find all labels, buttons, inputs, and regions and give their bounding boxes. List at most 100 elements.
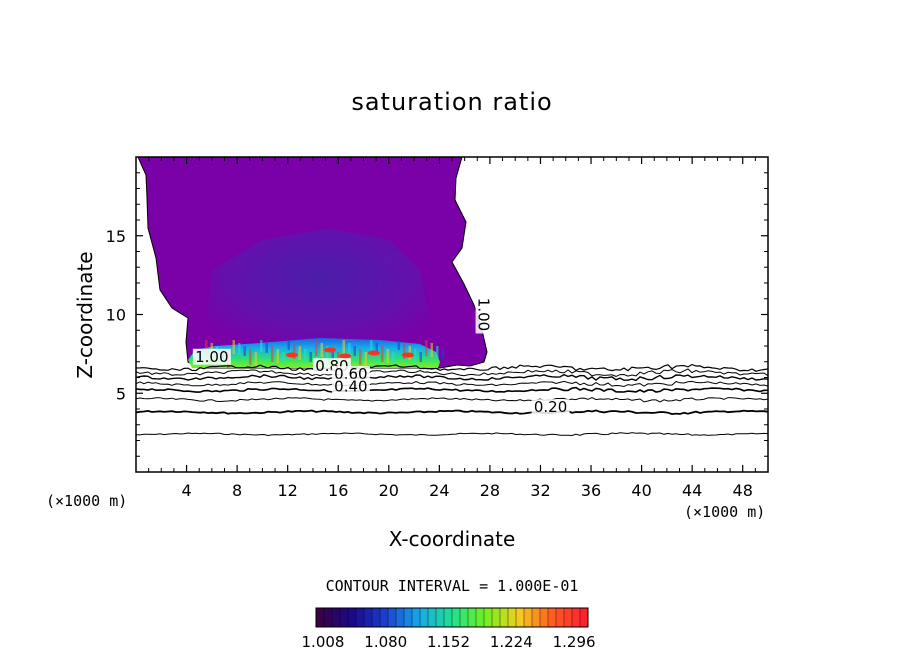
band-streak (293, 343, 296, 359)
contour-line (135, 380, 769, 388)
band-streak (353, 346, 356, 356)
colorbar-tick-label: 1.080 (364, 633, 407, 651)
x-tick-label: 12 (278, 481, 298, 500)
x-tick-label: 16 (328, 481, 348, 500)
colorbar-cell (323, 607, 333, 628)
band-streak (403, 343, 406, 359)
colorbar-frame (315, 607, 589, 628)
colorbar-cell (347, 607, 357, 628)
colorbar-cell (371, 607, 381, 628)
x-tick-label: 28 (480, 481, 500, 500)
colorbar-cell (395, 607, 405, 628)
colorbar-cell (499, 607, 509, 628)
band-streak (298, 346, 301, 360)
colorbar-cell (507, 607, 517, 628)
band-streak (265, 343, 268, 353)
x-tick-label: 40 (631, 481, 651, 500)
band-streak (375, 343, 378, 353)
colorbar-cell (467, 607, 477, 628)
colorbar-cell (483, 607, 493, 628)
x-tick-label: 4 (181, 481, 191, 500)
contour-label-bg (475, 295, 492, 334)
colorbar-cell (387, 607, 397, 628)
x-unit-label-right: (×1000 m) (684, 503, 766, 521)
colorbar-cell (579, 607, 589, 628)
band-streak (370, 340, 373, 352)
colorbar-cell (403, 607, 413, 628)
x-tick-label: 24 (429, 481, 449, 500)
high-saturation-spot (339, 353, 351, 359)
contour-labels: 1.001.000.800.600.400.20 (192, 295, 570, 416)
colorbar-cell (475, 607, 485, 628)
band-streak (243, 346, 246, 356)
contour-line (135, 397, 769, 403)
band-streak (386, 349, 389, 363)
high-saturation-spot (286, 352, 298, 358)
inner-cloud-shading (200, 228, 440, 355)
x-tick-label: 48 (733, 481, 753, 500)
colorbar-cell (339, 607, 349, 628)
colorbar-cell (563, 607, 573, 628)
x-unit-label-left: (×1000 m) (46, 492, 128, 510)
band-streak (271, 346, 274, 362)
colorbar-cell (411, 607, 421, 628)
colorbar-cell (515, 607, 525, 628)
band-streak (392, 352, 395, 364)
colorbar-cell (363, 607, 373, 628)
colorbar-cell (531, 607, 541, 628)
band-streak (320, 343, 323, 357)
band-streak (287, 340, 290, 350)
colorbar-cell (523, 607, 533, 628)
band-streak (381, 346, 384, 362)
colorbar-cell (435, 607, 445, 628)
colorbar-cell (491, 607, 501, 628)
colorbar-cell (547, 607, 557, 628)
x-axis-label: X-coordinate (388, 527, 516, 551)
y-tick-label: 5 (116, 384, 126, 403)
colorbar-cell (331, 607, 341, 628)
band-streak (331, 349, 334, 359)
colorbar-cell (379, 607, 389, 628)
y-tick-label: 15 (106, 227, 126, 246)
x-tick-label: 44 (682, 481, 702, 500)
band-streak (276, 349, 279, 363)
y-tick-label: 10 (106, 306, 126, 325)
colorbar-cell (427, 607, 437, 628)
band-streak (232, 340, 235, 354)
colorbar-tick-label: 1.152 (427, 633, 470, 651)
contour-line (135, 368, 769, 377)
band-streak (342, 340, 345, 354)
band-streak (282, 352, 285, 364)
x-tick-label: 20 (379, 481, 399, 500)
contour-label: 1.00 (195, 348, 228, 366)
colorbar: 1.008 1.080 1.152 1.224 1.296 (302, 607, 596, 651)
contour-label-bg (531, 399, 570, 416)
contour-label-bg (192, 348, 231, 365)
band-streak (238, 343, 241, 355)
contour-lines (135, 363, 769, 437)
colorbar-cell (419, 607, 429, 628)
band-streak (397, 340, 400, 350)
band-streak (425, 340, 428, 356)
colorbar-cell (539, 607, 549, 628)
band-streak (419, 352, 422, 362)
x-tick-label: 32 (530, 481, 550, 500)
band-streak (309, 352, 312, 362)
x-axis-ticks: 4 8 12 16 20 24 28 32 36 40 44 48 (148, 157, 756, 500)
contour-label-bg (331, 366, 370, 383)
contour-label: 1.00 (475, 298, 493, 331)
band-streak (414, 349, 417, 361)
contour-line (135, 409, 769, 416)
contour-label-bg (331, 378, 370, 395)
contour-line (135, 432, 769, 437)
x-tick-label: 8 (232, 481, 242, 500)
colorbar-cell (555, 607, 565, 628)
band-streak (436, 346, 439, 358)
colorbar-tick-label: 1.224 (490, 633, 533, 651)
y-axis-ticks: 5 10 15 (106, 172, 768, 457)
colorbar-cell (315, 607, 325, 628)
band-streak (315, 340, 318, 356)
colorbar-cell (459, 607, 469, 628)
contour-interval-text: CONTOUR INTERVAL = 1.000E-01 (325, 577, 579, 595)
